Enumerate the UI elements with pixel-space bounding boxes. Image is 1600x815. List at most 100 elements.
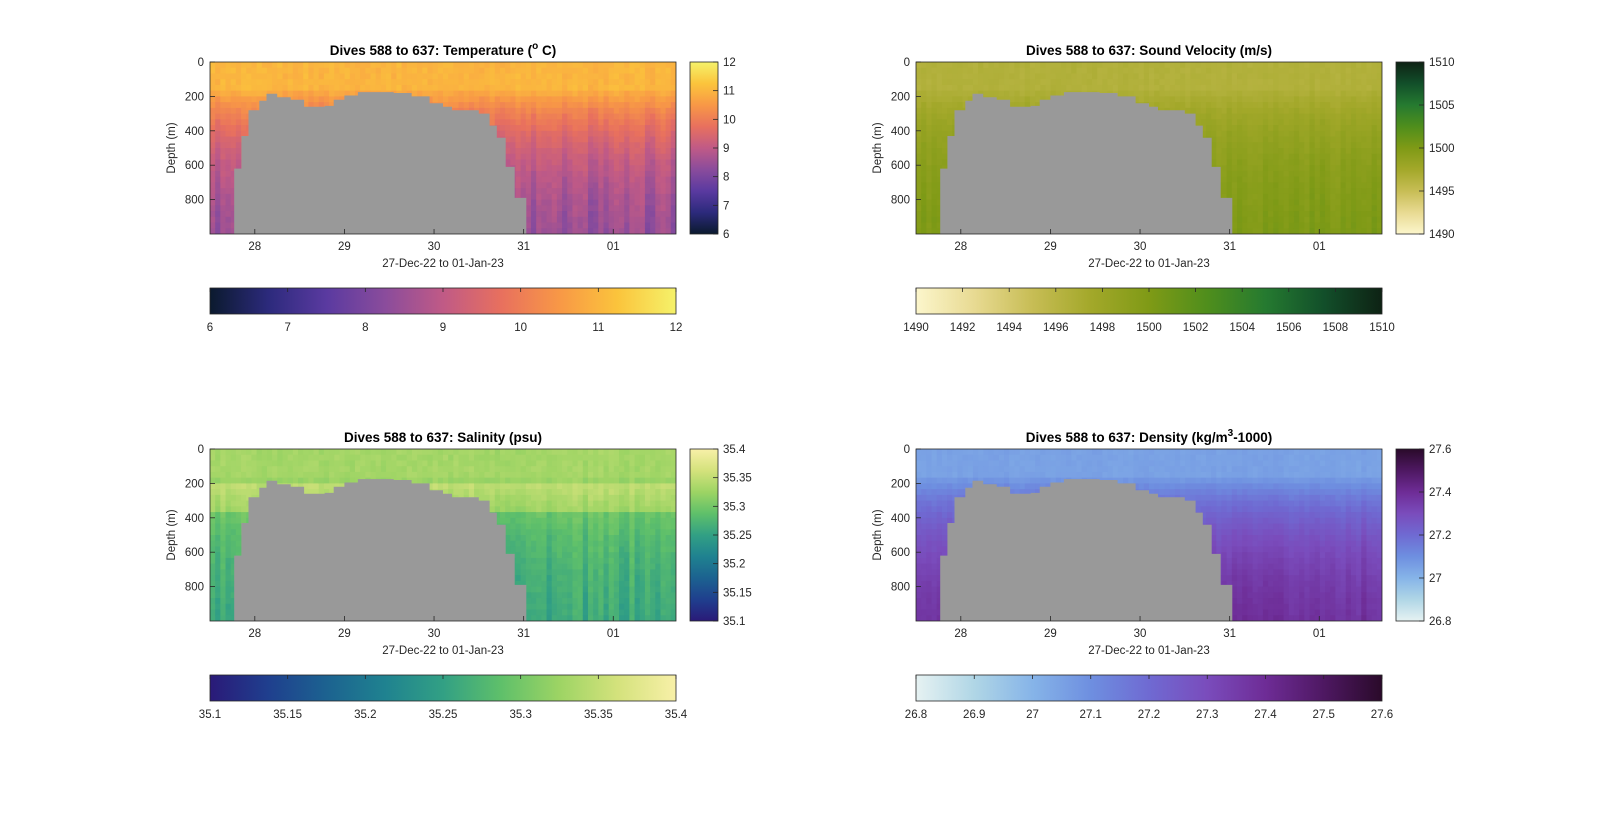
sound_velocity-cell <box>1019 67 1026 75</box>
sound_velocity-cell <box>1283 176 1290 183</box>
temperature-cell <box>603 176 610 183</box>
sound_velocity-cell <box>1268 113 1274 120</box>
sound_velocity-cell <box>1273 182 1280 189</box>
sound_velocity-cell <box>931 84 938 92</box>
sound_velocity-cell <box>1180 102 1186 109</box>
temperature-cell <box>391 67 397 75</box>
temperature-cell <box>308 96 315 103</box>
temperature-cell <box>572 153 579 161</box>
temperature-cell <box>624 216 630 224</box>
temperature-cell <box>484 73 491 80</box>
temperature-cell <box>282 84 289 92</box>
sound_velocity-cell <box>1252 113 1259 120</box>
temperature-cell <box>613 228 620 234</box>
temperature-cell <box>365 62 372 69</box>
temperature-cell <box>235 62 242 69</box>
sound_velocity-cell <box>1200 125 1207 132</box>
sound_velocity-cell <box>1060 90 1067 97</box>
temperature-cell <box>468 90 475 97</box>
temperature-cell <box>624 165 630 172</box>
temperature-cell <box>567 188 574 195</box>
sound_velocity-cell <box>931 142 938 149</box>
temperature-cell <box>443 96 449 103</box>
sound_velocity-cell <box>1092 67 1098 75</box>
sound_velocity-cell <box>962 96 969 103</box>
temperature-cell <box>639 205 646 212</box>
sound_velocity-cell <box>1257 107 1264 115</box>
temperature-cell <box>629 148 636 155</box>
sound_velocity-cell <box>1283 222 1290 229</box>
temperature-cell <box>619 119 625 126</box>
sound_velocity-cell <box>1257 125 1264 132</box>
sound_velocity-cell <box>1133 73 1140 80</box>
temperature-cell <box>536 153 542 161</box>
temperature-cell <box>593 96 599 103</box>
temperature-cell <box>572 205 579 212</box>
sound_velocity-cell <box>926 153 933 161</box>
sound_velocity-cell <box>1288 188 1295 195</box>
sound_velocity-cell <box>921 96 927 103</box>
temperature-cell <box>634 90 641 97</box>
temperature-cell <box>427 73 434 80</box>
temperature-cell <box>266 84 273 92</box>
sound_velocity-cell <box>1086 79 1093 86</box>
temperature-cell <box>448 102 454 109</box>
sound_velocity-cell <box>1216 159 1223 166</box>
sound_velocity-cell <box>1278 130 1285 138</box>
sound_velocity-cell <box>1288 67 1295 75</box>
sound_velocity-cell <box>1283 84 1290 92</box>
temperature-cell <box>510 96 517 103</box>
temperature-colorbar-bottom-label: 7 <box>284 322 290 334</box>
sound_velocity-cell <box>1247 148 1254 155</box>
temperature-cell <box>650 193 656 201</box>
sound_velocity-cell <box>916 67 922 75</box>
temperature-cell <box>650 96 656 103</box>
temperature-cell <box>644 165 651 172</box>
temperature-cell <box>468 79 475 86</box>
temperature-cell <box>292 62 299 69</box>
sound_velocity-cell <box>1262 142 1269 149</box>
temperature-cell <box>556 79 563 86</box>
temperature-cell <box>525 136 532 143</box>
temperature-cell <box>619 153 625 161</box>
sound_velocity-cell <box>1252 96 1259 103</box>
sound_velocity-cell <box>1195 113 1202 120</box>
temperature-cell <box>370 67 377 75</box>
temperature-cell <box>443 73 449 80</box>
temperature-cell <box>582 205 589 212</box>
sound_velocity-cell <box>1190 84 1197 92</box>
temperature-cell <box>567 107 574 115</box>
sound_velocity-cell <box>1195 62 1202 69</box>
temperature-cell <box>453 67 460 75</box>
sound_velocity-cell <box>1019 102 1026 109</box>
temperature-cell <box>298 62 304 69</box>
sound_velocity-cell <box>1195 84 1202 92</box>
temperature-cell <box>215 90 221 97</box>
temperature-cell <box>520 165 527 172</box>
temperature-cell <box>230 102 237 109</box>
temperature-cell <box>453 96 460 103</box>
sound_velocity-cell <box>1211 96 1217 103</box>
temperature-cell <box>499 84 506 92</box>
temperature-cell <box>541 176 548 183</box>
sound_velocity-cell <box>1180 67 1186 75</box>
temperature-cell <box>572 67 579 75</box>
sound_velocity-cell <box>1288 142 1295 149</box>
sound_velocity-cell <box>1262 84 1269 92</box>
temperature-cell <box>593 159 599 166</box>
temperature-cell <box>587 73 594 80</box>
temperature-cell <box>510 153 517 161</box>
temperature-cell <box>577 113 584 120</box>
temperature-cell <box>443 62 449 69</box>
sound_velocity-cell <box>1231 107 1238 115</box>
sound_velocity-cell <box>1086 67 1093 75</box>
temperature-cell <box>665 182 672 189</box>
sound_velocity-cell <box>1257 119 1264 126</box>
temperature-cell <box>603 199 610 206</box>
temperature-cell <box>494 73 501 80</box>
sound_velocity-cell <box>1293 216 1300 224</box>
sound_velocity-cell <box>936 113 943 120</box>
temperature-cell <box>562 176 568 183</box>
temperature-cell <box>603 90 610 97</box>
sound_velocity-cell <box>1149 73 1155 80</box>
